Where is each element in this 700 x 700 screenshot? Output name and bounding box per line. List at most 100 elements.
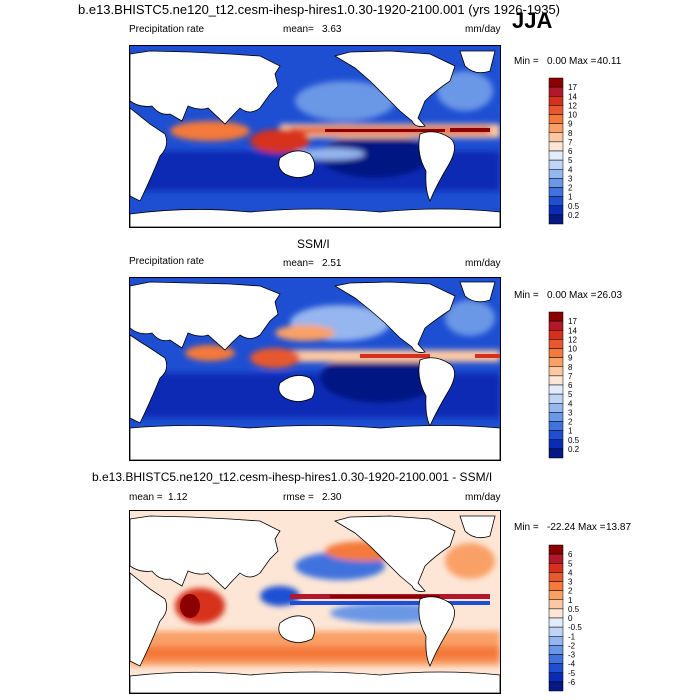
colorbar-1-swatch-0 [548,311,564,322]
colorbar-0-label-6: 7 [568,138,573,147]
colorbar-1-label-3: 10 [568,345,577,354]
colorbar-2-label-12: -4 [568,660,576,669]
colorbar-1-label-14: 0.2 [568,445,580,454]
panel2-mean-value: 2.51 [322,258,342,269]
panel3-min-value: -22.24 [547,522,576,533]
panel3-subtitle: b.e13.BHISTC5.ne120_t12.cesm-ihesp-hires… [92,470,493,484]
panel3-min-label: Min = [514,522,539,533]
colorbar-1-label-4: 9 [568,354,573,363]
panel1-land-africa [130,107,168,202]
panel2-land-north-america [333,281,456,353]
panel1-land-north-america [333,50,456,127]
panel3-colorbar: 6 5 4 3 2 1 0.5 0 -0.5 -1 -2 -3 -4 -5 -6 [548,544,589,695]
panel1-land-greenland [459,50,496,74]
colorbar-1-swatch-8 [548,384,564,395]
colorbar-1-swatch-1 [548,320,564,331]
panel2-indian-monsoon [185,345,235,361]
colorbar-2-label-0: 6 [568,550,573,559]
colorbar-1-label-12: 1 [568,427,573,436]
panel2-max-value: 26.03 [597,290,623,301]
panel2-land-eurasia [130,281,281,351]
panel1-atlantic-itcz-max [450,128,490,132]
panel2-subtitle: SSM/I [297,237,330,251]
colorbar-2-swatch-2 [548,563,564,573]
colorbar-0-label-10: 3 [568,174,573,183]
panel1-precip-map [129,45,501,228]
colorbar-1-label-6: 7 [568,372,573,381]
colorbar-2-label-13: -5 [568,669,576,678]
colorbar-0-swatch-4 [548,114,564,124]
panel3-land-australia [278,615,315,643]
colorbar-2-label-4: 2 [568,587,573,596]
colorbar-0-swatch-0 [548,77,564,88]
colorbar-1-label-7: 6 [568,381,573,390]
colorbar-2-swatch-14 [548,672,564,683]
colorbar-0-label-14: 0.2 [568,211,580,220]
colorbar-0-swatch-14 [548,205,564,216]
panel1-pale-atlantic [437,71,493,111]
panel1-maritime-continent [250,129,310,153]
panel1-indian-monsoon [170,121,250,141]
colorbar-2-label-9: -1 [568,632,576,641]
colorbar-2-swatch-0 [548,544,564,555]
colorbar-0-swatch-10 [548,169,564,179]
colorbar-1-swatch-12 [548,421,564,431]
panel1-land-antarctica [130,208,500,227]
colorbar-0-label-1: 14 [568,92,577,101]
colorbar-2-swatch-15 [548,681,564,692]
panel1-units: mm/day [465,24,501,35]
panel3-land-antarctica [130,671,500,693]
panel3-land-eurasia [130,515,281,590]
panel2-land-africa [130,334,168,424]
panel1-variable-label: Precipitation rate [129,24,205,35]
panel2-units: mm/day [465,258,501,269]
panel2-land-greenland [459,281,496,303]
panel3-itcz-negative-south [290,601,490,605]
colorbar-2-swatch-1 [548,553,564,564]
colorbar-0-swatch-3 [548,105,564,115]
colorbar-2-swatch-12 [548,654,564,664]
colorbar-2-swatch-10 [548,636,564,646]
panel1-land-eurasia [130,50,281,125]
colorbar-2-swatch-3 [548,572,564,582]
panel3-diff-map [129,510,501,694]
colorbar-2-swatch-6 [548,599,564,610]
panel3-mean-label: mean = [129,492,163,503]
panel2-land-australia [278,375,315,402]
panel3-rmse-label: rmse = [283,492,314,503]
colorbar-1-label-13: 0.5 [568,436,580,445]
season-label: JJA [512,8,553,33]
colorbar-1-swatch-2 [548,330,564,340]
colorbar-1-swatch-5 [548,357,564,367]
colorbar-0-label-9: 4 [568,165,573,174]
colorbar-0-label-3: 10 [568,111,577,120]
colorbar-2-swatch-5 [548,590,564,600]
panel2-maritime-continent [250,348,300,368]
colorbar-2-label-3: 3 [568,578,573,587]
colorbar-0-label-4: 9 [568,120,573,129]
colorbar-2-label-1: 5 [568,559,573,568]
colorbar-0-swatch-2 [548,96,564,106]
panel1-colorbar: 17 14 12 10 9 8 7 6 5 4 3 2 1 0.5 0.2 [548,77,589,228]
colorbar-1-label-8: 5 [568,390,573,399]
panel2-kuroshio [275,325,335,341]
colorbar-2-swatch-7 [548,608,564,619]
panel2-min-value: 0.00 [547,290,567,301]
panel2-min-label: Min = [514,290,539,301]
colorbar-1-swatch-4 [548,348,564,358]
colorbar-0-swatch-15 [548,214,564,225]
colorbar-2-label-14: -6 [568,678,576,687]
colorbar-1-swatch-7 [548,375,564,386]
colorbar-1-swatch-11 [548,412,564,422]
colorbar-1-label-2: 12 [568,335,577,344]
panel2-pale-atlantic [445,300,495,336]
figure-title: b.e13.BHISTC5.ne120_t12.cesm-ihesp-hires… [78,2,561,17]
panel1-max-label: Max = [569,56,597,67]
colorbar-2-swatch-9 [548,626,564,637]
colorbar-2-label-5: 1 [568,596,573,605]
colorbar-0-label-7: 6 [568,147,573,156]
colorbar-0-label-0: 17 [568,83,577,92]
panel3-mean-value: 1.12 [168,492,188,503]
colorbar-2-swatch-4 [548,581,564,591]
colorbar-1-swatch-10 [548,403,564,413]
